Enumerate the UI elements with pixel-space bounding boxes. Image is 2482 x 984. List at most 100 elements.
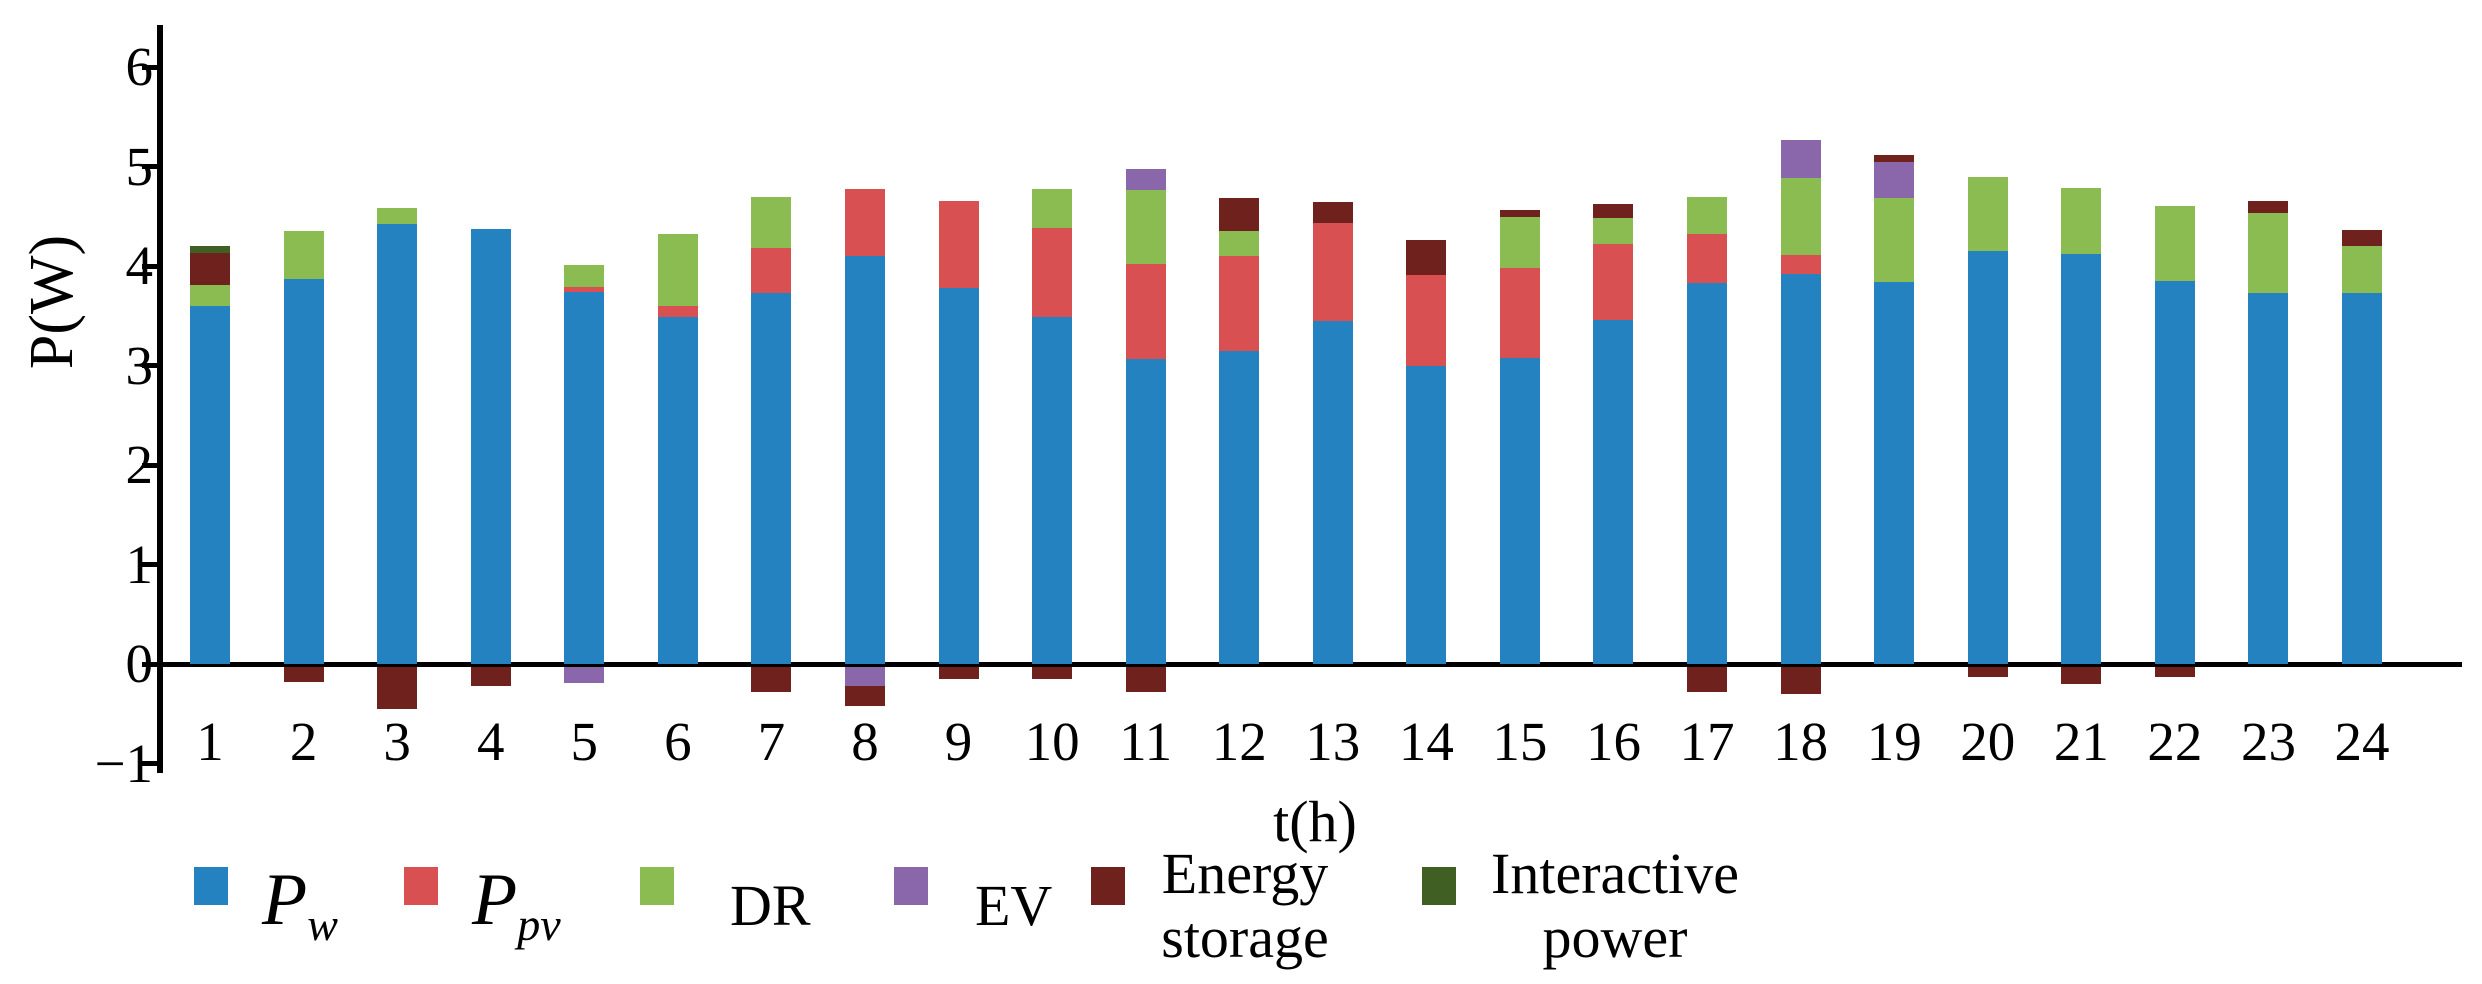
legend-label-interactive-power-line1: Interactive <box>1491 841 1739 906</box>
bar-h7-energy-storage-negative <box>751 667 792 692</box>
bar-h5-dr <box>564 265 605 287</box>
bar-h16-ppv <box>1593 244 1634 320</box>
bar-h1-interactive-power <box>190 246 230 254</box>
bar-h1-dr <box>190 284 230 306</box>
bar-h13-energy-storage <box>1312 202 1353 224</box>
bar-h11-ev <box>1125 169 1166 191</box>
bar-h17-energy-storage-negative <box>1687 667 1728 692</box>
bar-h10-pw <box>1032 316 1073 664</box>
x-tick-label-16: 16 <box>1585 711 1641 772</box>
x-tick-label-12: 12 <box>1211 711 1267 772</box>
y-tick-label-0: 0 <box>125 633 154 694</box>
bar-h3-pw <box>377 224 418 664</box>
bar-h11-dr <box>1125 190 1166 264</box>
x-tick-label-8: 8 <box>851 711 879 772</box>
bar-h10-dr <box>1032 189 1073 229</box>
x-tick-label-1: 1 <box>196 711 224 772</box>
x-tick-label-4: 4 <box>476 711 505 772</box>
bar-h18-pw <box>1780 273 1821 664</box>
bar-h17-ppv <box>1687 234 1728 283</box>
bar-h1-pw <box>190 305 230 664</box>
y-tick-mark-6 <box>142 64 160 70</box>
bar-h22-energy-storage-negative <box>2154 667 2195 677</box>
bar-h20-pw <box>1967 251 2008 664</box>
x-tick-label-11: 11 <box>1119 711 1173 772</box>
bar-h13-ppv <box>1312 223 1353 321</box>
bar-h10-energy-storage-negative <box>1032 667 1073 679</box>
bar-h9-energy-storage-negative <box>938 667 979 679</box>
y-tick-mark-5 <box>142 164 160 169</box>
bar-h21-energy-storage-negative <box>2061 667 2102 684</box>
bar-h11-ppv <box>1125 264 1166 359</box>
bar-h6-dr <box>657 234 698 306</box>
bar-h3-dr <box>377 208 418 225</box>
bar-h13-pw <box>1312 320 1353 664</box>
bar-h11-energy-storage-negative <box>1125 667 1166 692</box>
bar-h6-ppv <box>657 305 698 317</box>
legend-label-ppv-main: P <box>472 859 518 941</box>
x-tick-label-22: 22 <box>2147 711 2203 772</box>
bar-h6-pw <box>657 316 698 664</box>
bar-h9-ppv <box>938 201 979 288</box>
x-tick-label-17: 17 <box>1679 711 1735 772</box>
bar-h2-pw <box>283 278 324 664</box>
y-tick-label-4: 4 <box>125 235 154 296</box>
bar-h15-energy-storage <box>1499 210 1540 218</box>
x-axis-zero-line <box>157 662 2462 667</box>
bar-h19-pw <box>1874 281 1915 664</box>
bar-h18-dr <box>1780 178 1821 256</box>
bar-h7-ppv <box>751 248 792 293</box>
legend-label-energy-storage: Energy storage <box>1150 842 1340 970</box>
x-axis-title: t(h) <box>1273 789 1357 854</box>
bar-h3-energy-storage-negative <box>377 667 418 709</box>
x-tick-label-7: 7 <box>757 711 786 772</box>
bar-h16-pw <box>1593 319 1634 664</box>
bar-h15-dr <box>1499 217 1540 268</box>
legend-swatch-pw <box>194 867 228 905</box>
bar-h19-dr <box>1874 198 1915 282</box>
bar-h7-dr <box>751 197 792 249</box>
bar-h18-energy-storage-negative <box>1780 667 1821 694</box>
bar-h7-pw <box>751 292 792 664</box>
y-tick-mark--1 <box>142 761 160 766</box>
bar-h14-energy-storage <box>1406 240 1447 275</box>
legend-label-ppv-sub: pv <box>517 898 561 950</box>
bar-h10-ppv <box>1032 228 1073 317</box>
x-tick-label-14: 14 <box>1398 711 1454 772</box>
bar-h14-pw <box>1406 366 1447 664</box>
bar-h8-ppv <box>844 189 885 257</box>
bar-h17-pw <box>1687 282 1728 664</box>
x-tick-label-5: 5 <box>570 711 599 772</box>
x-tick-label-6: 6 <box>664 711 692 772</box>
legend-swatch-energy-storage <box>1091 867 1125 905</box>
bar-h14-ppv <box>1406 274 1447 367</box>
bar-h5-pw <box>564 291 605 664</box>
bar-h22-dr <box>2154 206 2195 281</box>
legend-label-dr: DR <box>730 873 811 938</box>
y-tick-label-3: 3 <box>125 334 154 396</box>
y-tick-mark-1 <box>142 562 160 567</box>
x-tick-label-10: 10 <box>1024 711 1080 772</box>
bar-h23-dr <box>2248 213 2289 293</box>
bar-h18-ev <box>1780 139 1821 179</box>
bar-h8-ev-negative <box>844 667 885 686</box>
legend-label-pw: Pw <box>262 858 338 951</box>
bar-h11-pw <box>1125 358 1166 664</box>
legend-label-energy-storage-line2: storage <box>1161 905 1329 970</box>
x-tick-label-18: 18 <box>1773 711 1829 772</box>
y-tick-label-5: 5 <box>125 135 154 197</box>
bar-h8-pw <box>844 256 885 664</box>
bar-h12-ppv <box>1219 256 1260 351</box>
x-tick-label-15: 15 <box>1492 711 1548 772</box>
bar-h16-energy-storage <box>1593 204 1634 219</box>
x-tick-label-19: 19 <box>1866 711 1922 772</box>
bar-h4-energy-storage-negative <box>470 667 511 686</box>
x-tick-label-24: 24 <box>2334 711 2390 772</box>
y-tick-mark-3 <box>142 363 160 368</box>
y-tick-label-6: 6 <box>125 36 154 97</box>
legend-swatch-dr <box>640 867 674 905</box>
bar-h4-pw <box>470 229 511 664</box>
x-tick-label-21: 21 <box>2053 711 2109 772</box>
